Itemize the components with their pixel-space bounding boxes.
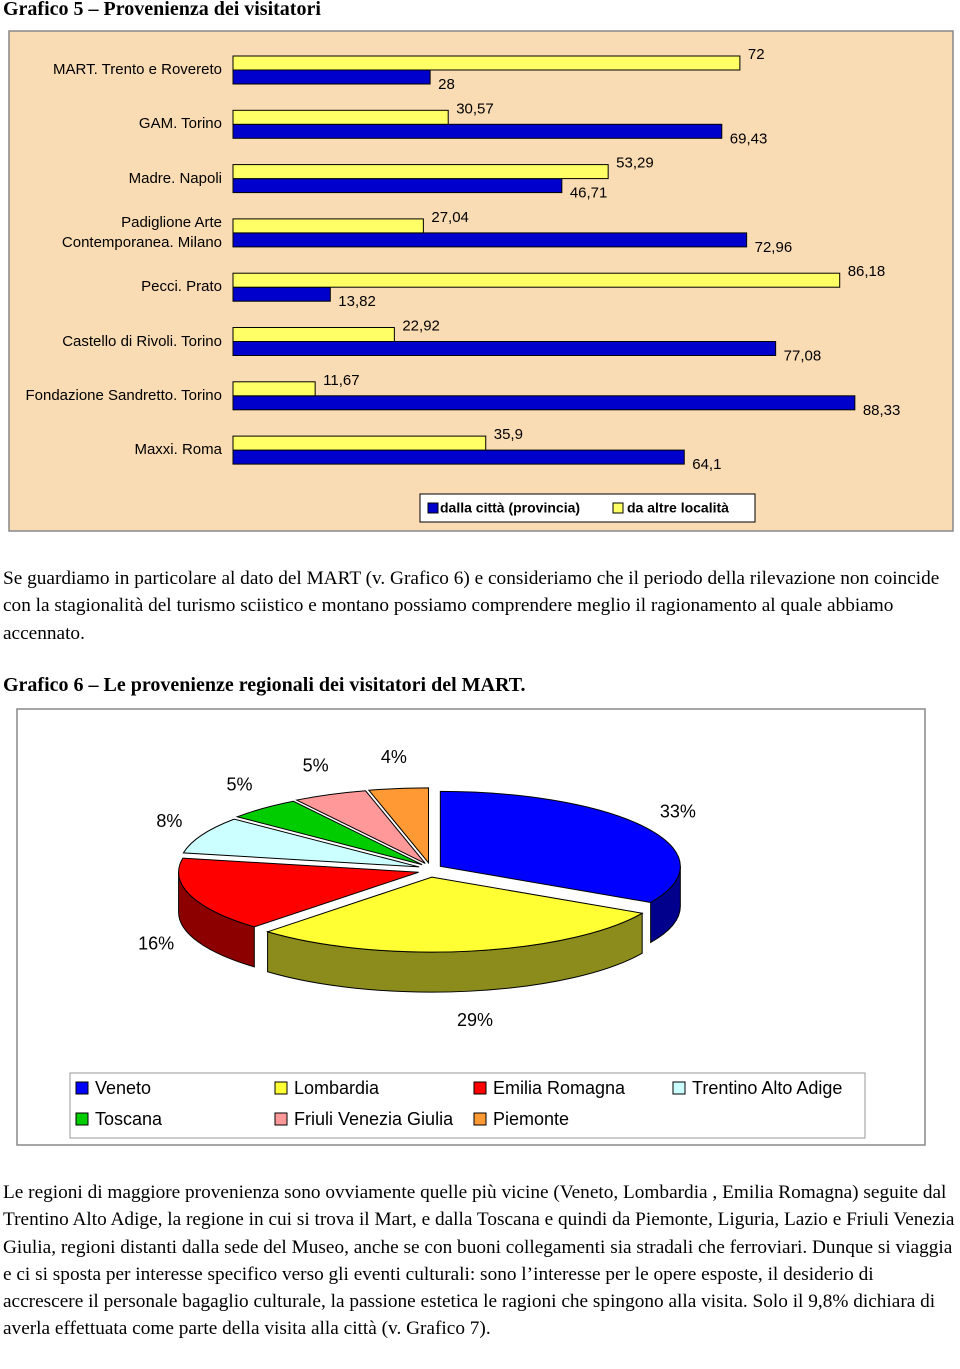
bar [232, 55, 741, 71]
slice-label: 5% [303, 756, 329, 776]
bar [232, 178, 563, 194]
legend-swatch [274, 1112, 288, 1126]
slice-label: 33% [660, 801, 696, 821]
legend-swatch [274, 1081, 288, 1095]
data-label: 13,82 [338, 293, 376, 310]
bar [232, 286, 331, 302]
slice [439, 790, 681, 903]
slice-label: 8% [156, 811, 182, 831]
legend-swatch [75, 1112, 89, 1126]
bar-chart: 28 72 69,43 30,57 46,71 53,29 72,96 27,04 13,82 8… [8, 30, 954, 532]
bar [232, 435, 487, 451]
slice-label: 5% [227, 774, 253, 794]
legend-label: Lombardia [294, 1078, 380, 1098]
category-label: Fondazione Sandretto. Torino [25, 386, 222, 404]
bar [232, 341, 777, 356]
paragraph: Le regioni di maggiore provenienza sono … [3, 1182, 955, 1340]
data-label: 35,9 [494, 426, 523, 443]
bar [232, 327, 395, 342]
heading: Grafico 6 – Le provenienze regionali dei… [3, 674, 526, 696]
bar [232, 272, 841, 288]
category-label: Padiglione Arte Contemporanea. Milano [61, 213, 222, 251]
data-label: 64,1 [692, 456, 721, 473]
heading: Grafico 5 – Provenienza dei visitatori [3, 0, 321, 20]
data-label: 69,43 [730, 130, 768, 147]
legend-swatch [612, 502, 624, 514]
bar [232, 232, 748, 248]
bar [232, 218, 424, 234]
data-label: 28 [438, 76, 455, 93]
category-label: Castello di Rivoli. Torino [62, 332, 222, 350]
data-label: 72,96 [755, 239, 793, 256]
data-label: 88,33 [863, 402, 901, 419]
legend-label: Veneto [95, 1078, 151, 1098]
slice-label: 16% [138, 934, 174, 954]
data-label: 46,71 [570, 185, 608, 202]
data-label: 77,08 [784, 347, 822, 364]
legend-swatch [427, 502, 439, 514]
bar [232, 395, 856, 411]
legend-label: Friuli Venezia Giulia [294, 1109, 454, 1129]
bar [232, 449, 685, 465]
legend-swatch [75, 1081, 89, 1095]
legend-label: Trentino Alto Adige [692, 1078, 842, 1098]
slice [182, 818, 420, 868]
bar [232, 164, 609, 180]
slice-label: 4% [381, 747, 407, 767]
slice [235, 800, 423, 866]
data-label: 27,04 [431, 209, 469, 226]
data-label: 30,57 [456, 100, 494, 117]
legend-label: dalla città (provincia) [440, 500, 580, 516]
bar [232, 109, 449, 125]
legend-box [419, 493, 756, 523]
bar [232, 123, 723, 139]
legend-label: Emilia Romagna [493, 1078, 626, 1098]
data-label: 11,67 [323, 372, 359, 389]
category-label: Madre. Napoli [128, 169, 222, 187]
legend-swatch [473, 1081, 487, 1095]
slice-label: 29% [457, 1010, 493, 1030]
pie-chart: 33% 29% 16% 8% 5% 5% 4% Veneto Lombardia Emilia R… [16, 708, 926, 1146]
data-label: 86,18 [848, 263, 886, 280]
data-label: 53,29 [616, 155, 654, 172]
data-label: 72 [748, 46, 765, 63]
legend-swatch [672, 1081, 686, 1095]
category-label: MART. Trento e Rovereto [53, 61, 222, 78]
slice [265, 876, 644, 953]
category-label: Maxxi. Roma [134, 441, 222, 459]
legend-swatch [473, 1112, 487, 1126]
legend-label: Toscana [95, 1109, 163, 1129]
category-label: Pecci. Prato [141, 278, 222, 296]
category-label: GAM. Torino [138, 115, 222, 133]
legend-label: da altre località [627, 500, 729, 516]
bar [232, 381, 316, 397]
bar [232, 69, 431, 85]
legend-box [69, 1072, 866, 1139]
slice [295, 790, 426, 864]
paragraph: Se guardiamo in particolare al dato del … [3, 568, 940, 644]
data-label: 22,92 [402, 317, 440, 334]
slice [178, 857, 419, 928]
slice [367, 787, 429, 865]
legend-label: Piemonte [493, 1109, 569, 1129]
